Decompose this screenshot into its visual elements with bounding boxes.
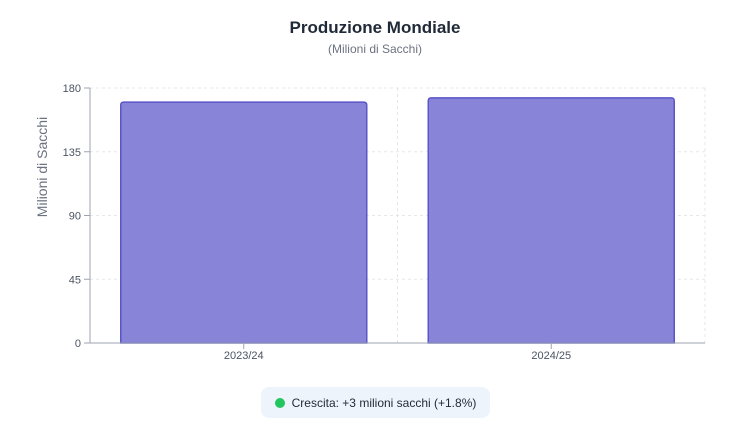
y-axis-label: Milioni di Sacchi — [34, 117, 50, 217]
chart-subtitle: (Milioni di Sacchi) — [327, 42, 423, 56]
y-tick-label: 135 — [63, 147, 81, 159]
bar-2023/24[interactable] — [120, 101, 368, 344]
axes: 0 45 90 135 180 2023/24 2024/25 — [63, 83, 705, 362]
growth-indicator-icon — [274, 397, 285, 408]
y-tick-label: 90 — [69, 211, 81, 223]
growth-text: Crescita: +3 milioni sacchi (+1.8%) — [291, 395, 477, 410]
chart-title: Produzione Mondiale — [289, 18, 461, 37]
y-tick-label: 180 — [63, 83, 81, 95]
y-tick-label: 0 — [75, 338, 81, 350]
x-tick-label: 2024/25 — [531, 350, 571, 362]
growth-badge: Crescita: +3 milioni sacchi (+1.8%) — [261, 387, 490, 418]
bars — [120, 97, 675, 344]
bar-2024/25[interactable] — [427, 97, 675, 344]
y-tick-label: 45 — [69, 274, 81, 286]
x-tick-label: 2023/24 — [224, 350, 264, 362]
